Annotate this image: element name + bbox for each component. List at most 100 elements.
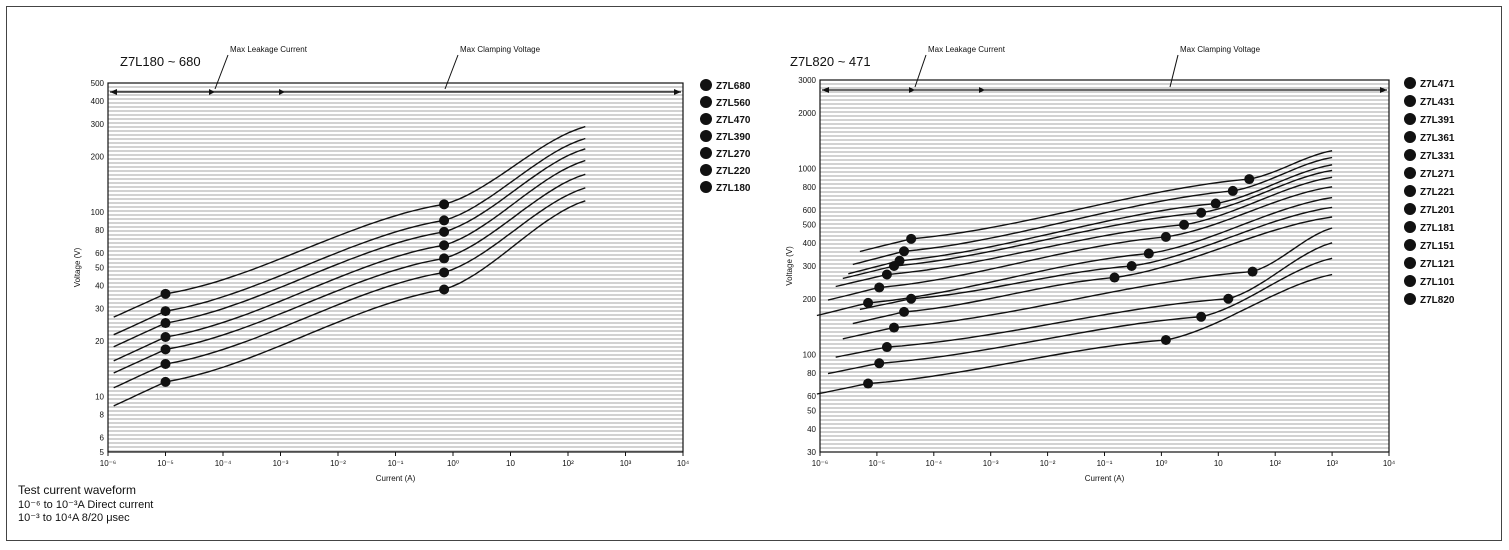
leakage-annotation-label: Max Leakage Current [928,45,1006,54]
data-point-Z7L431 [1227,185,1238,196]
legend-marker [1404,257,1416,269]
test-waveform-title: Test current waveform [18,483,137,497]
leakage-annotation-label: Max Leakage Current [230,45,308,54]
data-point-Z7L560 [439,215,450,226]
leakage-range-end [909,87,915,93]
series-line-Z7L470 [113,148,586,348]
legend-label: Z7L201 [1420,205,1455,216]
chart-title: Z7L820 ~ 471 [790,54,871,69]
y-tick-label: 200 [91,152,105,161]
legend-marker [1404,221,1416,233]
y-tick-label: 8 [100,410,105,419]
y-tick-label: 300 [803,262,817,271]
leakage-pointer [914,54,927,88]
data-point-Z7L390 [439,240,450,251]
legend-label: Z7L471 [1420,79,1455,90]
data-point-Z7L361 [889,261,900,271]
data-point-Z7L201 [906,293,917,304]
legend-marker [1404,131,1416,143]
y-axis-label: Voltage (V) [785,246,794,286]
y-tick-label: 800 [803,183,817,192]
legend-label: Z7L331 [1420,151,1455,162]
series-line-Z7L220 [113,187,586,389]
data-point-Z7L331 [1179,219,1190,230]
y-tick-label: 40 [95,281,104,290]
series-line-Z7L361 [842,169,1333,280]
x-tick-label: 10⁻¹ [388,459,404,468]
data-point-Z7L121 [881,342,892,353]
x-tick-label: 10⁴ [1383,459,1396,468]
series-line-Z7L560 [113,137,586,336]
y-tick-label: 5 [100,448,105,457]
x-axis-label: Current (A) [376,474,416,483]
x-tick-label: 10² [562,459,574,468]
series-line-Z7L431 [852,156,1333,266]
y-tick-label: 30 [95,304,104,313]
x-tick-label: 10⁻² [1040,459,1056,468]
x-tick-label: 10 [506,459,515,468]
data-point-Z7L470 [160,318,171,329]
data-point-Z7L271 [1160,231,1171,242]
data-point-Z7L221 [1143,248,1154,259]
clamping-range-start [279,89,285,95]
y-tick-label: 300 [91,120,105,129]
y-tick-label: 40 [807,425,816,434]
y-tick-label: 6 [100,433,105,442]
y-tick-label: 2000 [798,109,816,118]
x-axis-label: Current (A) [1085,474,1125,483]
legend-label: Z7L221 [1420,187,1455,198]
legend-label: Z7L560 [716,98,751,109]
data-point-Z7L471 [906,233,917,244]
x-tick-label: 10⁻³ [983,459,999,468]
data-point-Z7L221 [863,297,874,308]
data-point-Z7L181 [899,306,910,317]
series-line-Z7L221 [816,196,1333,317]
data-point-Z7L390 [160,332,171,343]
x-tick-label: 10⁻⁶ [100,459,116,468]
y-tick-label: 3000 [798,76,816,85]
legend-marker [700,79,712,91]
test-waveform-notes: Test current waveform 10⁻⁶ to 10⁻³A Dire… [18,484,153,525]
data-point-Z7L560 [160,306,171,317]
series-line-Z7L391 [848,164,1333,275]
x-tick-label: 10⁰ [1155,459,1167,468]
x-tick-label: 10⁴ [677,459,690,468]
legend-marker [1404,203,1416,215]
legend-marker [700,130,712,142]
y-axis-label: Voltage (V) [73,247,82,287]
data-point-Z7L820 [863,378,874,389]
clamping-annotation-label: Max Clamping Voltage [1180,45,1261,54]
legend-label: Z7L151 [1420,241,1455,252]
legend-marker [700,164,712,176]
legend-label: Z7L361 [1420,133,1455,144]
data-point-Z7L271 [874,282,885,293]
chart-title: Z7L180 ~ 680 [120,54,201,69]
data-point-Z7L151 [889,322,900,333]
figure-frame [6,6,1502,541]
legend-label: Z7L820 [1420,295,1455,306]
leakage-range-end [209,89,215,95]
test-waveform-pulse: 10⁻³ to 10⁴A 8/20 μsec [18,512,130,524]
y-tick-label: 60 [807,392,816,401]
data-point-Z7L391 [1210,198,1221,209]
x-tick-label: 10⁰ [447,459,459,468]
series-line-Z7L101 [827,257,1333,375]
data-point-Z7L180 [160,376,171,387]
plot-border [107,82,684,453]
legend-marker [700,96,712,108]
data-point-Z7L470 [439,226,450,237]
data-point-Z7L121 [1223,293,1234,304]
data-point-Z7L151 [1247,266,1258,277]
legend-marker [1404,275,1416,287]
y-tick-label: 80 [807,369,816,378]
legend-label: Z7L121 [1420,259,1455,270]
x-tick-label: 10⁻⁴ [215,459,232,468]
series-line-Z7L471 [859,150,1333,253]
leakage-pointer [214,54,229,90]
series-line-Z7L201 [859,206,1333,311]
range-arrow-left [822,87,829,93]
y-tick-label: 30 [807,448,816,457]
x-tick-label: 10³ [1326,459,1338,468]
legend-marker [700,181,712,193]
legend-label: Z7L390 [716,132,751,143]
